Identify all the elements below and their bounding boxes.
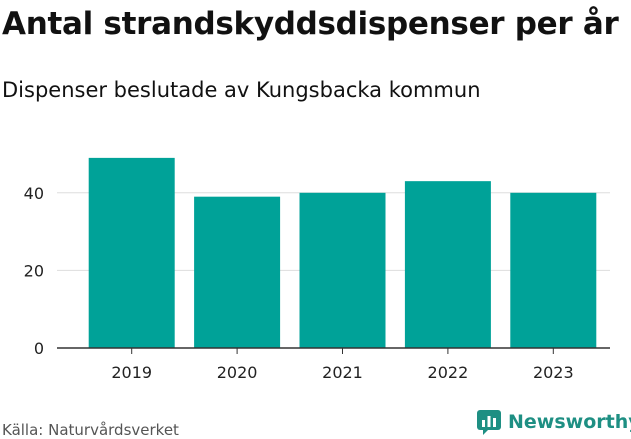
bar-2021 — [299, 192, 386, 348]
chart-subtitle: Dispenser beslutade av Kungsbacka kommun — [2, 78, 481, 102]
y-tick-label-0: 0 — [34, 339, 44, 358]
newsworthy-logo-icon — [477, 410, 501, 435]
y-tick-label-20: 20 — [24, 261, 44, 280]
bar-2022 — [404, 181, 491, 348]
x-tick-label-2021: 2021 — [322, 363, 363, 382]
brand-logo: Newsworthy — [476, 409, 631, 435]
chart-title: Antal strandskyddsdispenser per år — [2, 6, 619, 42]
bar-2023 — [510, 192, 597, 348]
x-tick-label-2020: 2020 — [217, 363, 258, 382]
y-tick-label-40: 40 — [24, 184, 44, 203]
bar-2019 — [88, 157, 175, 348]
bar-2020 — [194, 196, 281, 348]
x-tick-label-2023: 2023 — [533, 363, 574, 382]
brand-name: Newsworthy — [508, 411, 631, 433]
source-note: Källa: Naturvårdsverket — [2, 421, 179, 439]
x-tick-label-2022: 2022 — [428, 363, 469, 382]
x-tick-label-2019: 2019 — [111, 363, 152, 382]
bar-chart: 0 20 40 2019 2020 2021 2022 2023 — [24, 157, 610, 382]
